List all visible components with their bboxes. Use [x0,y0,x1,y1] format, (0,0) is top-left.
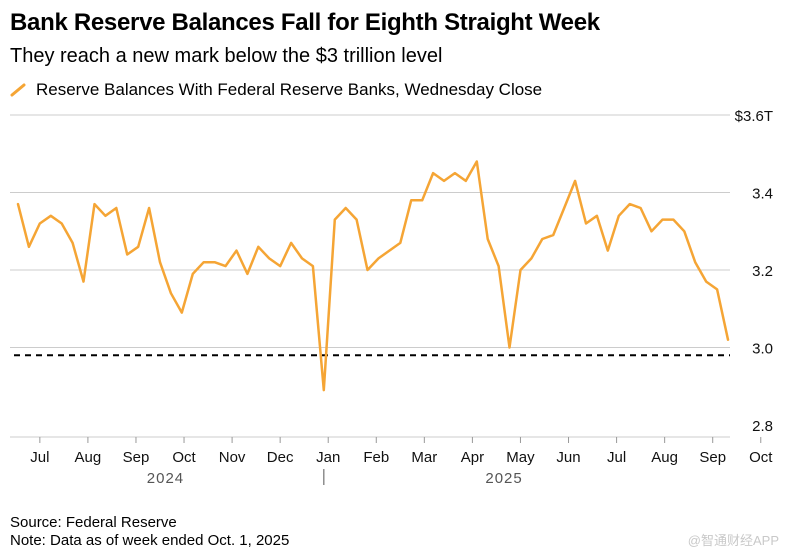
y-tick-label: 3.2 [752,263,773,280]
legend: Reserve Balances With Federal Reserve Ba… [10,80,542,100]
x-tick-label: Oct [172,449,196,466]
x-tick-label: May [506,449,535,466]
watermark: @智通财经APP [687,533,779,548]
x-tick-label: Jun [556,449,580,466]
x-tick-label: Jul [607,449,626,466]
x-tick-label: Sep [699,449,726,466]
x-tick-label: Aug [75,449,102,466]
legend-line-icon [10,83,26,97]
series-line [16,160,730,392]
x-tick-label: Apr [461,449,484,466]
x-tick-label: Aug [651,449,678,466]
x-tick-label: Jan [316,449,340,466]
x-tick-label: Mar [411,449,437,466]
source-text: Source: Federal Reserve [10,514,177,531]
x-tick-label: Dec [267,449,294,466]
year-label: 2024 [147,470,184,487]
y-tick-label: 2.8 [752,418,773,435]
y-tick-label: $3.6T [735,108,773,125]
chart-title: Bank Reserve Balances Fall for Eighth St… [10,9,600,36]
x-tick-label: Oct [749,449,773,466]
year-label: 2025 [485,470,522,487]
note-text: Note: Data as of week ended Oct. 1, 2025 [10,532,290,549]
footer-notes: Source: Federal Reserve Note: Data as of… [10,514,289,550]
legend-label: Reserve Balances With Federal Reserve Ba… [36,80,543,99]
x-tick-label: Jul [30,449,49,466]
y-tick-label: 3.4 [752,186,773,203]
y-tick-label: 3.0 [752,341,773,358]
chart-subtitle: They reach a new mark below the $3 trill… [10,45,443,67]
line-chart: $3.6T 3.4 3.2 3.0 2.8 Jul Aug Sep Oct Nov Dec Jan Fe… [10,108,773,487]
x-tick-label: Nov [219,449,246,466]
x-tick-label: Sep [123,449,150,466]
x-tick-label: Feb [363,449,389,466]
